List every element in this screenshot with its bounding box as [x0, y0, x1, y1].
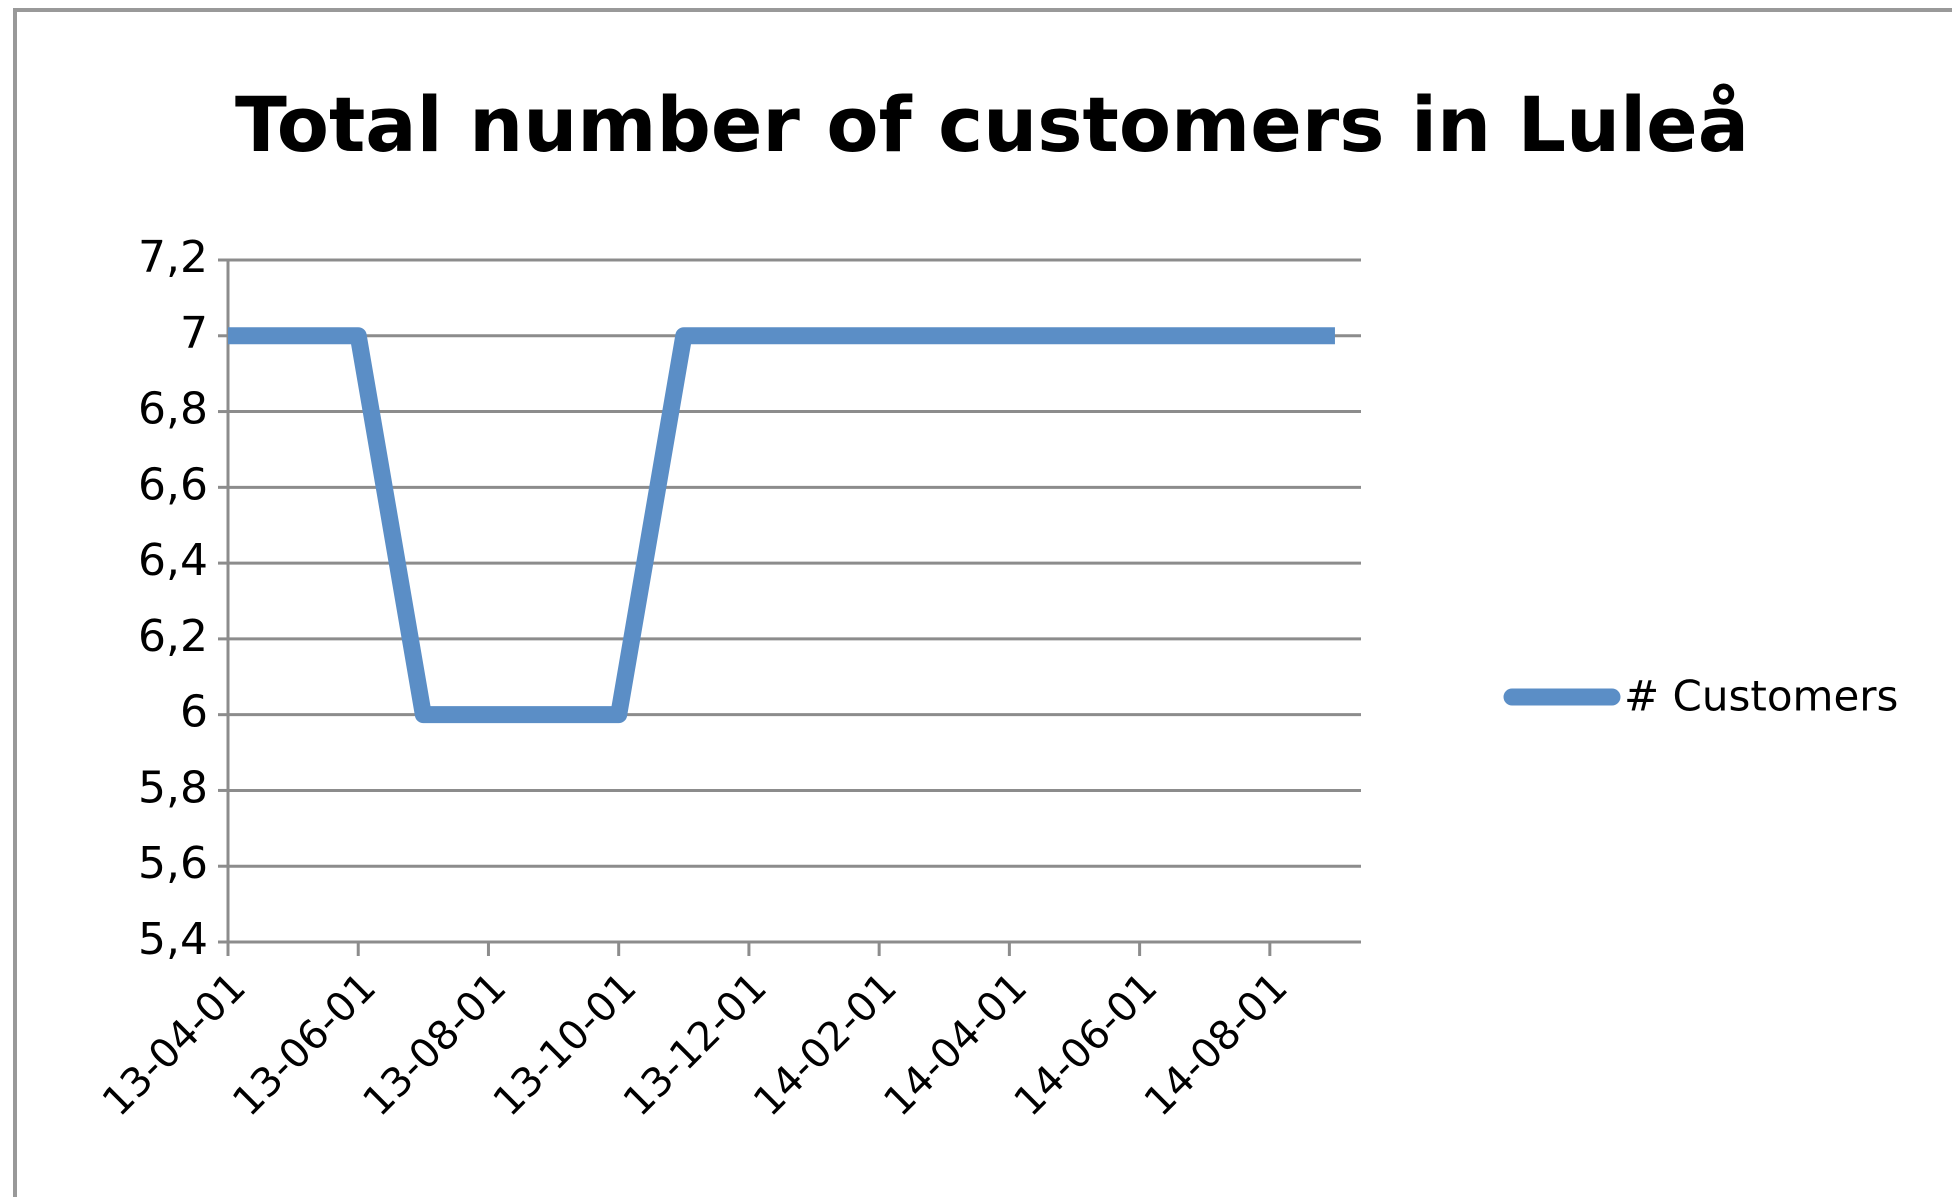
y-tick-label: 5,8 [138, 762, 208, 813]
y-tick-label: 6,4 [138, 535, 208, 586]
y-tick-label: 6 [180, 687, 208, 738]
y-tick-label: 7 [180, 308, 208, 359]
chart-title: Total number of customers in Luleå [235, 80, 1749, 169]
chart-frame [13, 8, 1952, 1197]
legend-label: # Customers [1624, 672, 1898, 721]
y-tick-label: 6,8 [138, 384, 208, 435]
y-tick-label: 5,6 [138, 838, 208, 889]
y-tick-label: 6,6 [138, 459, 208, 510]
y-tick-label: 5,4 [138, 914, 208, 965]
y-tick-label: 7,2 [138, 232, 208, 283]
data-line [228, 327, 1335, 724]
y-tick-label: 6,2 [138, 611, 208, 662]
